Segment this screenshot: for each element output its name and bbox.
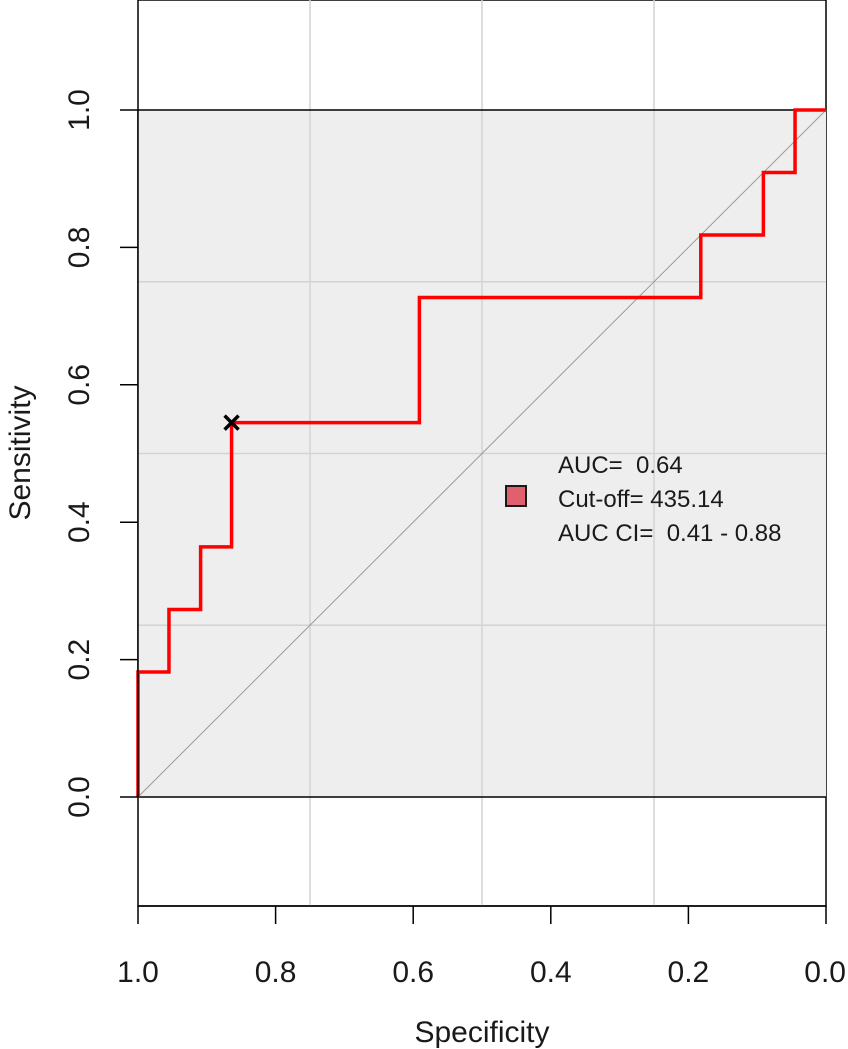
- x-tick-label-4: 0.2: [668, 956, 710, 989]
- x-tick-label-0: 1.0: [117, 956, 159, 989]
- cutoff-marker: [223, 414, 240, 431]
- legend-swatch: [505, 485, 527, 507]
- y-tick-label-0: 0.0: [63, 776, 96, 818]
- x-axis-title: Specificity: [414, 1016, 549, 1049]
- cutoff-marker-stroke-2: [223, 414, 240, 431]
- x-tick-label-2: 0.6: [392, 956, 434, 989]
- y-tick-label-2: 0.4: [63, 501, 96, 543]
- legend-auc-ci: AUC CI= 0.41 - 0.88: [558, 520, 781, 547]
- x-tick-label-1: 0.8: [255, 956, 297, 989]
- y-tick-label-1: 0.2: [63, 639, 96, 681]
- legend-cutoff: Cut-off= 435.14: [558, 486, 724, 513]
- x-axis: 1.0 0.8 0.6 0.4 0.2 0.0: [117, 905, 846, 989]
- y-tick-label-3: 0.6: [63, 364, 96, 406]
- x-tick-label-5: 0.0: [804, 956, 846, 989]
- roc-curve-line: [136, 108, 826, 797]
- y-tick-label-4: 0.8: [63, 227, 96, 269]
- reference-diagonal: [137, 109, 827, 798]
- legend-auc: AUC= 0.64: [558, 452, 683, 479]
- y-axis-title: Sensitivity: [4, 385, 37, 520]
- boundary-lines: [138, 109, 826, 798]
- x-tick-label-3: 0.4: [530, 956, 572, 989]
- y-tick-label-5: 1.0: [63, 89, 96, 131]
- legend: AUC= 0.64 Cut-off= 435.14 AUC CI= 0.41 -…: [505, 452, 781, 547]
- y-axis: 0.0 0.2 0.4 0.6 0.8 1.0: [63, 89, 139, 818]
